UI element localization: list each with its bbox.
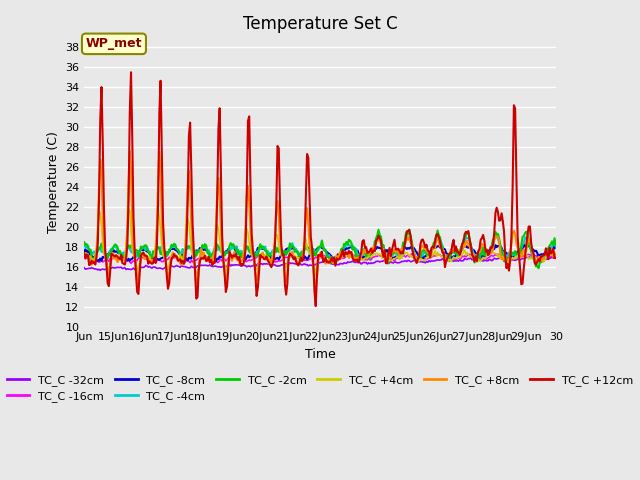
TC_C -32cm xyxy=(552,254,559,260)
TC_C +8cm xyxy=(552,252,559,258)
TC_C +12cm xyxy=(419,237,427,242)
TC_C -8cm xyxy=(520,241,527,247)
TC_C -4cm xyxy=(488,243,495,249)
TC_C -32cm xyxy=(548,254,556,260)
TC_C -32cm xyxy=(488,258,495,264)
TC_C -32cm xyxy=(97,267,104,273)
TC_C -16cm xyxy=(489,253,497,259)
TC_C +4cm xyxy=(97,210,104,216)
Line: TC_C -16cm: TC_C -16cm xyxy=(84,253,556,264)
Line: TC_C +12cm: TC_C +12cm xyxy=(84,72,556,306)
TC_C -4cm xyxy=(97,245,104,251)
Y-axis label: Temperature (C): Temperature (C) xyxy=(47,132,60,233)
TC_C -8cm xyxy=(418,253,426,259)
TC_C +8cm xyxy=(489,247,497,252)
TC_C +4cm xyxy=(325,258,333,264)
TC_C -4cm xyxy=(534,260,542,265)
TC_C +4cm xyxy=(419,257,427,263)
Line: TC_C +4cm: TC_C +4cm xyxy=(84,209,556,275)
TC_C +4cm xyxy=(312,272,319,278)
TC_C -16cm xyxy=(550,253,558,259)
TC_C -16cm xyxy=(418,255,426,261)
TC_C +8cm xyxy=(312,285,319,290)
Line: TC_C -32cm: TC_C -32cm xyxy=(84,257,556,270)
TC_C +4cm xyxy=(111,252,119,258)
TC_C -16cm xyxy=(81,255,88,261)
Text: WP_met: WP_met xyxy=(86,37,142,50)
TC_C +12cm xyxy=(312,303,319,309)
TC_C +8cm xyxy=(550,251,558,256)
TC_C -8cm xyxy=(550,245,558,251)
TC_C -16cm xyxy=(97,259,104,264)
TC_C -8cm xyxy=(324,250,332,256)
Line: TC_C -8cm: TC_C -8cm xyxy=(84,244,556,261)
TC_C +4cm xyxy=(489,250,497,255)
TC_C +12cm xyxy=(550,255,558,261)
TC_C -32cm xyxy=(81,265,88,271)
TC_C -8cm xyxy=(212,258,220,264)
TC_C -2cm xyxy=(405,227,413,232)
TC_C -2cm xyxy=(418,250,426,255)
TC_C +8cm xyxy=(111,255,119,261)
Title: Temperature Set C: Temperature Set C xyxy=(243,15,397,33)
TC_C -8cm xyxy=(552,243,559,249)
TC_C -16cm xyxy=(111,254,119,260)
TC_C -2cm xyxy=(97,246,104,252)
TC_C +12cm xyxy=(489,242,497,248)
TC_C -32cm xyxy=(418,259,426,264)
TC_C +4cm xyxy=(81,254,88,260)
TC_C -16cm xyxy=(324,254,332,260)
TC_C -2cm xyxy=(552,242,559,248)
TC_C -4cm xyxy=(417,251,424,256)
Line: TC_C -4cm: TC_C -4cm xyxy=(84,236,556,263)
TC_C -2cm xyxy=(550,235,558,241)
TC_C +12cm xyxy=(127,70,135,75)
TC_C -16cm xyxy=(434,251,442,256)
TC_C -2cm xyxy=(111,241,119,247)
TC_C -4cm xyxy=(552,244,559,250)
TC_C -4cm xyxy=(323,252,331,258)
TC_C -4cm xyxy=(550,242,558,248)
TC_C +12cm xyxy=(552,255,559,261)
TC_C -32cm xyxy=(113,264,120,270)
TC_C +12cm xyxy=(97,117,104,123)
TC_C +12cm xyxy=(81,251,88,256)
TC_C -8cm xyxy=(111,249,119,255)
TC_C -8cm xyxy=(488,246,495,252)
TC_C -8cm xyxy=(97,256,104,262)
TC_C +4cm xyxy=(552,251,559,256)
TC_C -32cm xyxy=(550,254,558,260)
TC_C -2cm xyxy=(81,239,88,245)
TC_C -2cm xyxy=(534,265,542,271)
TC_C -16cm xyxy=(127,261,135,266)
TC_C +8cm xyxy=(419,243,427,249)
TC_C -32cm xyxy=(324,260,332,265)
TC_C -4cm xyxy=(111,243,119,249)
X-axis label: Time: Time xyxy=(305,348,335,360)
Line: TC_C -2cm: TC_C -2cm xyxy=(84,229,556,268)
TC_C -4cm xyxy=(434,233,442,239)
TC_C -2cm xyxy=(323,252,331,257)
Legend: TC_C -32cm, TC_C -16cm, TC_C -8cm, TC_C -4cm, TC_C -2cm, TC_C +4cm, TC_C +8cm, T: TC_C -32cm, TC_C -16cm, TC_C -8cm, TC_C … xyxy=(3,371,637,407)
TC_C +4cm xyxy=(154,206,162,212)
TC_C -8cm xyxy=(81,249,88,254)
TC_C +12cm xyxy=(325,260,333,265)
TC_C +8cm xyxy=(126,148,134,154)
TC_C -16cm xyxy=(552,252,559,257)
TC_C -32cm xyxy=(104,267,111,273)
TC_C +12cm xyxy=(111,253,119,259)
TC_C +8cm xyxy=(325,260,333,266)
Line: TC_C +8cm: TC_C +8cm xyxy=(84,151,556,288)
TC_C +4cm xyxy=(550,251,558,257)
TC_C -2cm xyxy=(488,242,495,248)
TC_C -4cm xyxy=(81,240,88,246)
TC_C +8cm xyxy=(97,156,104,162)
TC_C +8cm xyxy=(81,255,88,261)
